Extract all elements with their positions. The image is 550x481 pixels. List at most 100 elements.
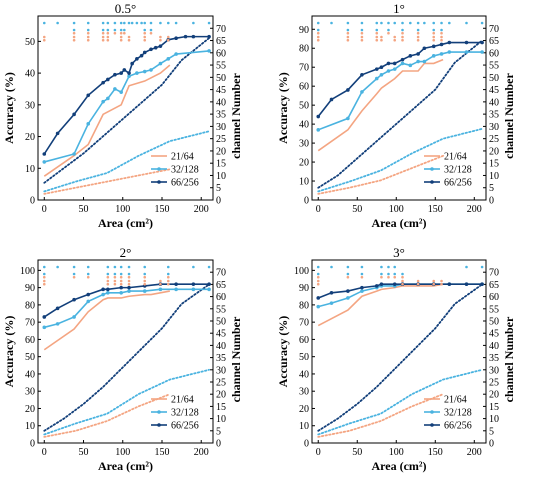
x-tick-label: 100 — [389, 204, 404, 215]
significance-marker — [375, 35, 379, 39]
significance-marker — [123, 28, 126, 32]
significance-marker — [346, 38, 350, 42]
significance-marker — [72, 35, 76, 39]
significance-marker — [346, 28, 350, 32]
significance-marker — [149, 31, 153, 35]
x-tick-label: 50 — [352, 204, 362, 215]
significance-marker — [166, 282, 170, 286]
accuracy-point-66-256 — [55, 306, 60, 311]
x-tick-label: 150 — [428, 204, 443, 215]
right-y-tick-label: 0 — [216, 196, 221, 207]
significance-marker — [127, 265, 131, 269]
accuracy-point-32-128 — [127, 74, 131, 79]
accuracy-point-66-256 — [72, 297, 76, 302]
right-y-tick-label: 10 — [216, 414, 226, 425]
accuracy-point-66-256 — [464, 40, 469, 45]
significance-marker — [387, 28, 390, 32]
significance-marker — [401, 35, 404, 39]
accuracy-point-32-128 — [439, 52, 444, 56]
accuracy-point-66-256 — [174, 36, 178, 41]
significance-marker — [119, 275, 123, 279]
accuracy-line-32-128 — [318, 283, 483, 308]
significance-marker — [123, 21, 126, 25]
y-tick-label: 90 — [299, 283, 309, 294]
significance-marker — [346, 31, 350, 35]
x-tick-label: 200 — [194, 447, 209, 458]
accuracy-point-66-256 — [106, 77, 110, 82]
right-y-tick-label: 0 — [489, 196, 494, 207]
accuracy-point-66-256 — [183, 34, 188, 39]
significance-marker — [127, 272, 131, 276]
accuracy-point-66-256 — [480, 40, 484, 45]
right-y-tick-label: 20 — [216, 390, 226, 401]
accuracy-point-66-256 — [464, 282, 469, 286]
significance-marker — [416, 38, 420, 42]
significance-marker — [42, 35, 46, 39]
significance-marker — [135, 21, 139, 25]
significance-marker — [416, 282, 420, 286]
significance-marker — [106, 28, 110, 32]
accuracy-point-32-128 — [360, 90, 364, 94]
right-y-tick-label: 60 — [489, 292, 499, 303]
accuracy-point-66-256 — [386, 61, 391, 66]
channel-line-32-128 — [43, 130, 210, 193]
significance-marker — [143, 28, 147, 32]
y-tick-label: 80 — [25, 300, 35, 311]
significance-marker — [380, 38, 383, 42]
accuracy-point-66-256 — [207, 282, 211, 286]
right-y-tick-label: 55 — [216, 61, 226, 72]
significance-marker — [401, 279, 404, 283]
significance-marker — [401, 275, 404, 279]
accuracy-line-66-256 — [43, 35, 210, 155]
significance-marker — [480, 21, 484, 25]
x-tick-label: 0 — [42, 204, 47, 215]
significance-marker — [316, 38, 320, 42]
accuracy-point-66-256 — [127, 71, 131, 75]
significance-marker — [330, 265, 333, 269]
accuracy-point-66-256 — [416, 52, 420, 56]
significance-marker — [106, 282, 110, 286]
right-y-tick-label: 15 — [216, 159, 226, 170]
significance-marker — [432, 21, 436, 25]
right-y-tick-label: 45 — [216, 85, 226, 96]
significance-marker — [113, 31, 117, 35]
accuracy-point-32-128 — [135, 71, 139, 75]
accuracy-point-32-128 — [316, 128, 321, 132]
accuracy-point-32-128 — [86, 299, 91, 304]
right-y-tick-label: 25 — [489, 378, 499, 389]
significance-marker — [416, 28, 420, 32]
accuracy-point-32-128 — [113, 87, 117, 91]
channel-line-66-256 — [317, 283, 483, 432]
channel-line-21-64 — [317, 393, 444, 438]
significance-marker — [86, 21, 90, 25]
right-y-axis-label: channel Number — [229, 316, 243, 402]
y-tick-label: 10 — [25, 421, 35, 432]
significance-marker — [42, 282, 46, 286]
significance-marker — [143, 21, 147, 25]
significance-marker — [86, 38, 90, 42]
significance-marker — [42, 272, 46, 276]
accuracy-point-66-256 — [106, 287, 110, 292]
accuracy-point-66-256 — [329, 291, 334, 295]
right-y-tick-label: 35 — [216, 110, 226, 121]
accuracy-point-66-256 — [316, 296, 321, 300]
y-tick-label: 10 — [25, 164, 35, 175]
y-tick-label: 20 — [299, 404, 309, 415]
significance-marker — [432, 279, 436, 283]
accuracy-point-32-128 — [166, 57, 171, 61]
accuracy-point-66-256 — [374, 284, 379, 288]
right-y-tick-label: 70 — [489, 268, 499, 279]
significance-marker — [113, 279, 117, 283]
significance-marker — [432, 38, 436, 42]
accuracy-line-21-64 — [43, 290, 170, 351]
legend-label-21-64: 21/64 — [171, 395, 194, 406]
accuracy-point-32-128 — [106, 291, 110, 295]
significance-marker — [440, 35, 443, 39]
right-y-tick-label: 55 — [216, 304, 226, 315]
accuracy-point-66-256 — [122, 68, 127, 72]
right-y-tick-label: 30 — [216, 365, 226, 376]
x-tick-label: 100 — [115, 204, 130, 215]
significance-marker — [387, 265, 390, 269]
significance-marker — [166, 38, 170, 42]
